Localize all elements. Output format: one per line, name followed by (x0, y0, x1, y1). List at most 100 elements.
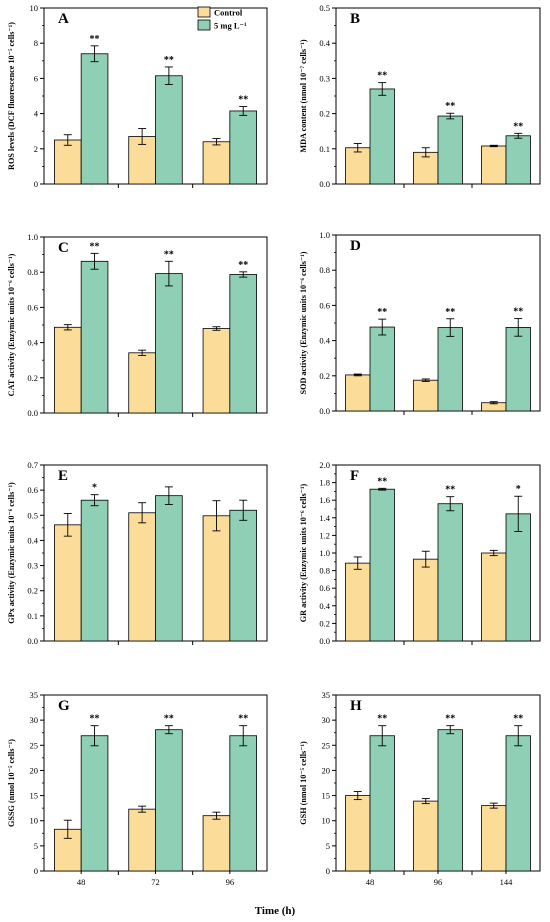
legend-label-control: Control (214, 8, 243, 18)
bar-control (345, 147, 371, 185)
significance-mark: ** (377, 714, 387, 725)
panels-layer: 0 2 4 6 8 10 ROS levels (DCF fluorescence 10⁻⁵… (7, 3, 541, 887)
y-tick-label: 0.8 (27, 267, 38, 277)
bar-control (345, 562, 371, 642)
panel-letter: A (58, 11, 69, 27)
significance-mark: ** (90, 241, 100, 252)
y-axis-label: MDA content (nmol 10⁻⁷ cells⁻¹) (299, 39, 308, 152)
significance-mark: ** (445, 714, 455, 725)
bar-control (128, 512, 156, 642)
y-tick-label: 6 (34, 73, 38, 83)
y-tick-label: 0.4 (319, 38, 330, 48)
bar-control (202, 141, 231, 185)
panel-letter: D (350, 238, 361, 254)
y-tick-label: 15 (30, 791, 39, 801)
bar-treated (155, 495, 183, 642)
y-tick-label: 10 (30, 816, 39, 826)
panel-d: 0.0 0.2 0.4 0.6 0.8 1.0 SOD activity (Enzymic … (299, 230, 541, 416)
y-tick-label: 35 (322, 690, 331, 700)
bar-treated (229, 735, 257, 872)
panel-letter: E (58, 468, 68, 484)
x-tick-label: 96 (226, 877, 235, 887)
y-tick-label: 0.0 (319, 406, 330, 416)
y-tick-label: 0.0 (27, 408, 38, 418)
y-axis-label: GSSG (nmol 10⁻⁵ cells⁻¹) (7, 739, 16, 827)
y-tick-label: 0.8 (319, 265, 330, 275)
panel-e: 0.0 0.1 0.2 0.3 0.4 0.5 0.6 0.7 GPx activity (En… (7, 460, 268, 646)
significance-mark: ** (164, 249, 174, 260)
significance-mark: ** (445, 485, 455, 496)
y-axis-label: ROS levels (DCF fluorescence 10⁻⁵ cells⁻… (7, 22, 16, 170)
panel-f: 0.0 0.2 0.4 0.6 0.8 1.0 1.2 1.4 1.6 1.8 2.0 GR acti… (299, 460, 541, 646)
y-tick-label: 0.2 (319, 109, 330, 119)
panel-letter: H (350, 698, 362, 714)
bar-treated (437, 729, 463, 872)
y-tick-label: 20 (30, 765, 39, 775)
y-tick-label: 20 (322, 765, 331, 775)
bar-treated (80, 260, 109, 414)
y-tick-label: 0.1 (319, 144, 330, 154)
significance-mark: ** (377, 476, 387, 487)
bar-control (202, 815, 231, 872)
y-tick-label: 0.3 (319, 73, 330, 83)
y-tick-label: 4 (34, 109, 39, 119)
significance-mark: ** (377, 307, 387, 318)
significance-mark: * (516, 484, 521, 495)
bar-control (54, 524, 82, 642)
significance-mark: ** (513, 121, 523, 132)
y-tick-label: 30 (322, 715, 331, 725)
bar-control (481, 805, 507, 872)
panel-letter: F (350, 468, 359, 484)
significance-mark: ** (445, 307, 455, 318)
y-tick-label: 30 (30, 715, 39, 725)
bar-control (481, 145, 507, 185)
significance-mark: ** (377, 71, 387, 82)
bar-treated (437, 115, 463, 185)
bar-treated (437, 327, 463, 412)
y-tick-label: 0.2 (27, 586, 38, 596)
y-tick-label: 1.8 (319, 478, 330, 488)
bar-treated (369, 488, 395, 642)
bar-treated (505, 513, 531, 642)
bar-control (128, 808, 156, 872)
bar-treated (229, 509, 257, 642)
panel-letter: G (58, 698, 70, 714)
bar-control (481, 552, 507, 642)
significance-mark: ** (513, 714, 523, 725)
significance-mark: ** (513, 307, 523, 318)
y-tick-label: 35 (30, 690, 39, 700)
significance-mark: ** (238, 95, 248, 106)
y-tick-label: 0.0 (319, 179, 330, 189)
y-tick-label: 1.0 (27, 232, 38, 242)
bar-treated (505, 326, 531, 412)
y-tick-label: 10 (322, 816, 331, 826)
legend-swatch-control (197, 6, 211, 18)
significance-mark: ** (238, 714, 248, 725)
y-tick-label: 0.5 (319, 3, 330, 13)
bar-treated (155, 75, 183, 185)
bar-treated (369, 735, 395, 872)
bar-control (202, 515, 231, 642)
significance-mark: ** (164, 714, 174, 725)
y-tick-label: 0.3 (27, 561, 38, 571)
y-tick-label: 0.6 (319, 583, 330, 593)
panel-h: 0 5 10 15 20 25 30 35 GSH (nmol 10⁻⁵ cells⁻¹) H **… (299, 690, 541, 887)
legend-swatch-treated (197, 19, 211, 31)
x-tick-label: 96 (434, 877, 443, 887)
y-tick-label: 0.7 (27, 460, 38, 470)
y-tick-label: 0.6 (27, 302, 38, 312)
bar-treated (80, 499, 109, 642)
panel-g: 0 5 10 15 20 25 30 35 GSSG (nmol 10⁻⁵ cells⁻¹) G *… (7, 690, 268, 887)
y-tick-label: 0.2 (319, 618, 330, 628)
y-tick-label: 1.2 (319, 530, 330, 540)
x-tick-label: 144 (500, 877, 514, 887)
y-tick-label: 8 (34, 38, 38, 48)
y-tick-label: 1.0 (319, 230, 330, 240)
y-axis-label: GR activity (Enzymic units 10⁻⁶ cells⁻¹) (299, 484, 308, 623)
bar-treated (369, 88, 395, 185)
x-axis-title: Time (h) (255, 905, 296, 917)
bar-treated (229, 274, 257, 414)
y-tick-label: 25 (322, 740, 331, 750)
bar-control (128, 352, 156, 414)
